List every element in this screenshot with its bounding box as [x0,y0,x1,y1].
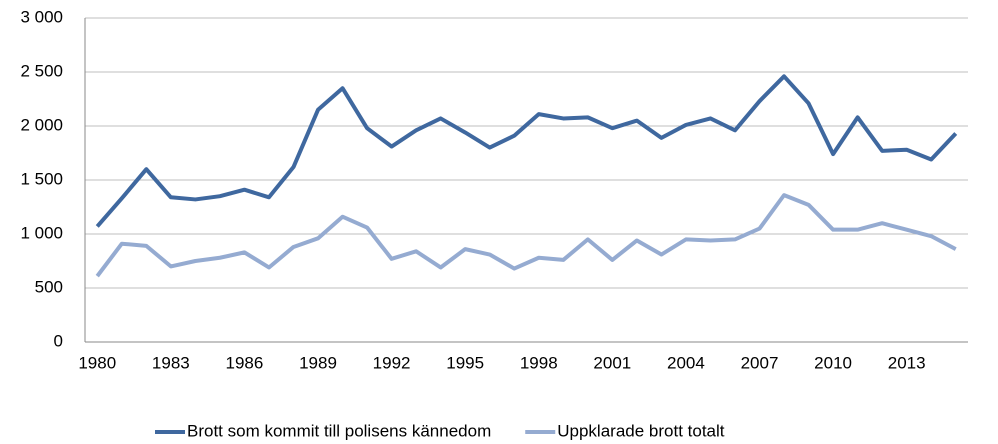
y-tick-label: 2 000 [20,115,63,134]
y-tick-label: 500 [35,277,63,296]
y-tick-label: 1 000 [20,223,63,242]
legend-label: Brott som kommit till polisens kännedom [187,421,491,440]
x-tick-label: 1986 [226,353,264,372]
x-tick-label: 1989 [299,353,337,372]
x-tick-label: 2001 [593,353,631,372]
y-tick-label: 2 500 [20,61,63,80]
series-line [95,74,958,228]
y-tick-label: 0 [54,331,63,350]
x-tick-label: 1980 [78,353,116,372]
x-tick-label: 1992 [373,353,411,372]
x-tick-label: 2013 [888,353,926,372]
x-tick-label: 1998 [520,353,558,372]
x-tick-label: 2007 [741,353,779,372]
y-tick-label: 3 000 [20,7,63,26]
series-line [95,193,957,278]
x-tick-label: 1995 [446,353,484,372]
legend-label: Uppklarade brott totalt [557,421,725,440]
x-tick-label: 1983 [152,353,190,372]
y-tick-label: 1 500 [20,169,63,188]
x-tick-label: 2010 [814,353,852,372]
x-tick-label: 2004 [667,353,705,372]
